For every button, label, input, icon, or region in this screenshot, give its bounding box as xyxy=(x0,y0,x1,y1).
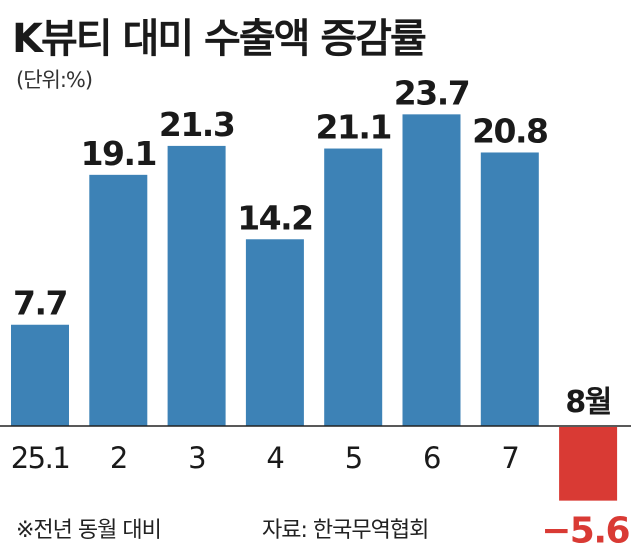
category-label-4: 4 xyxy=(266,441,283,475)
value-label-8: −5.6 xyxy=(541,511,629,550)
bar-2 xyxy=(89,174,148,426)
value-label-5: 21.1 xyxy=(315,108,390,147)
bar-6 xyxy=(402,114,461,426)
bar-4 xyxy=(245,239,304,426)
bar-8 xyxy=(559,427,618,501)
category-label-2: 2 xyxy=(110,441,127,475)
bar-1 xyxy=(11,324,69,426)
value-label-6: 23.7 xyxy=(394,73,469,112)
category-label-1: 25.1 xyxy=(11,441,70,475)
value-label-7: 20.8 xyxy=(472,111,547,150)
category-label-7: 7 xyxy=(501,441,518,475)
category-label-3: 3 xyxy=(188,441,205,475)
category-label-5: 5 xyxy=(345,441,362,475)
source-note: 자료: 한국무역협회 xyxy=(262,518,429,543)
bar-7 xyxy=(480,152,539,427)
bar-5 xyxy=(324,148,383,426)
value-label-4: 14.2 xyxy=(237,198,312,237)
bar-3 xyxy=(167,145,226,426)
value-label-3: 21.3 xyxy=(159,105,234,144)
unit-label: (단위:%) xyxy=(16,68,93,92)
value-label-1: 7.7 xyxy=(13,284,67,323)
value-label-2: 19.1 xyxy=(81,134,156,173)
category-label-6: 6 xyxy=(423,441,440,475)
footnote: ※전년 동월 대비 xyxy=(16,518,162,543)
chart-title: K뷰티 대미 수출액 증감률 xyxy=(12,16,427,62)
category-label-8: 8월 xyxy=(565,385,610,420)
